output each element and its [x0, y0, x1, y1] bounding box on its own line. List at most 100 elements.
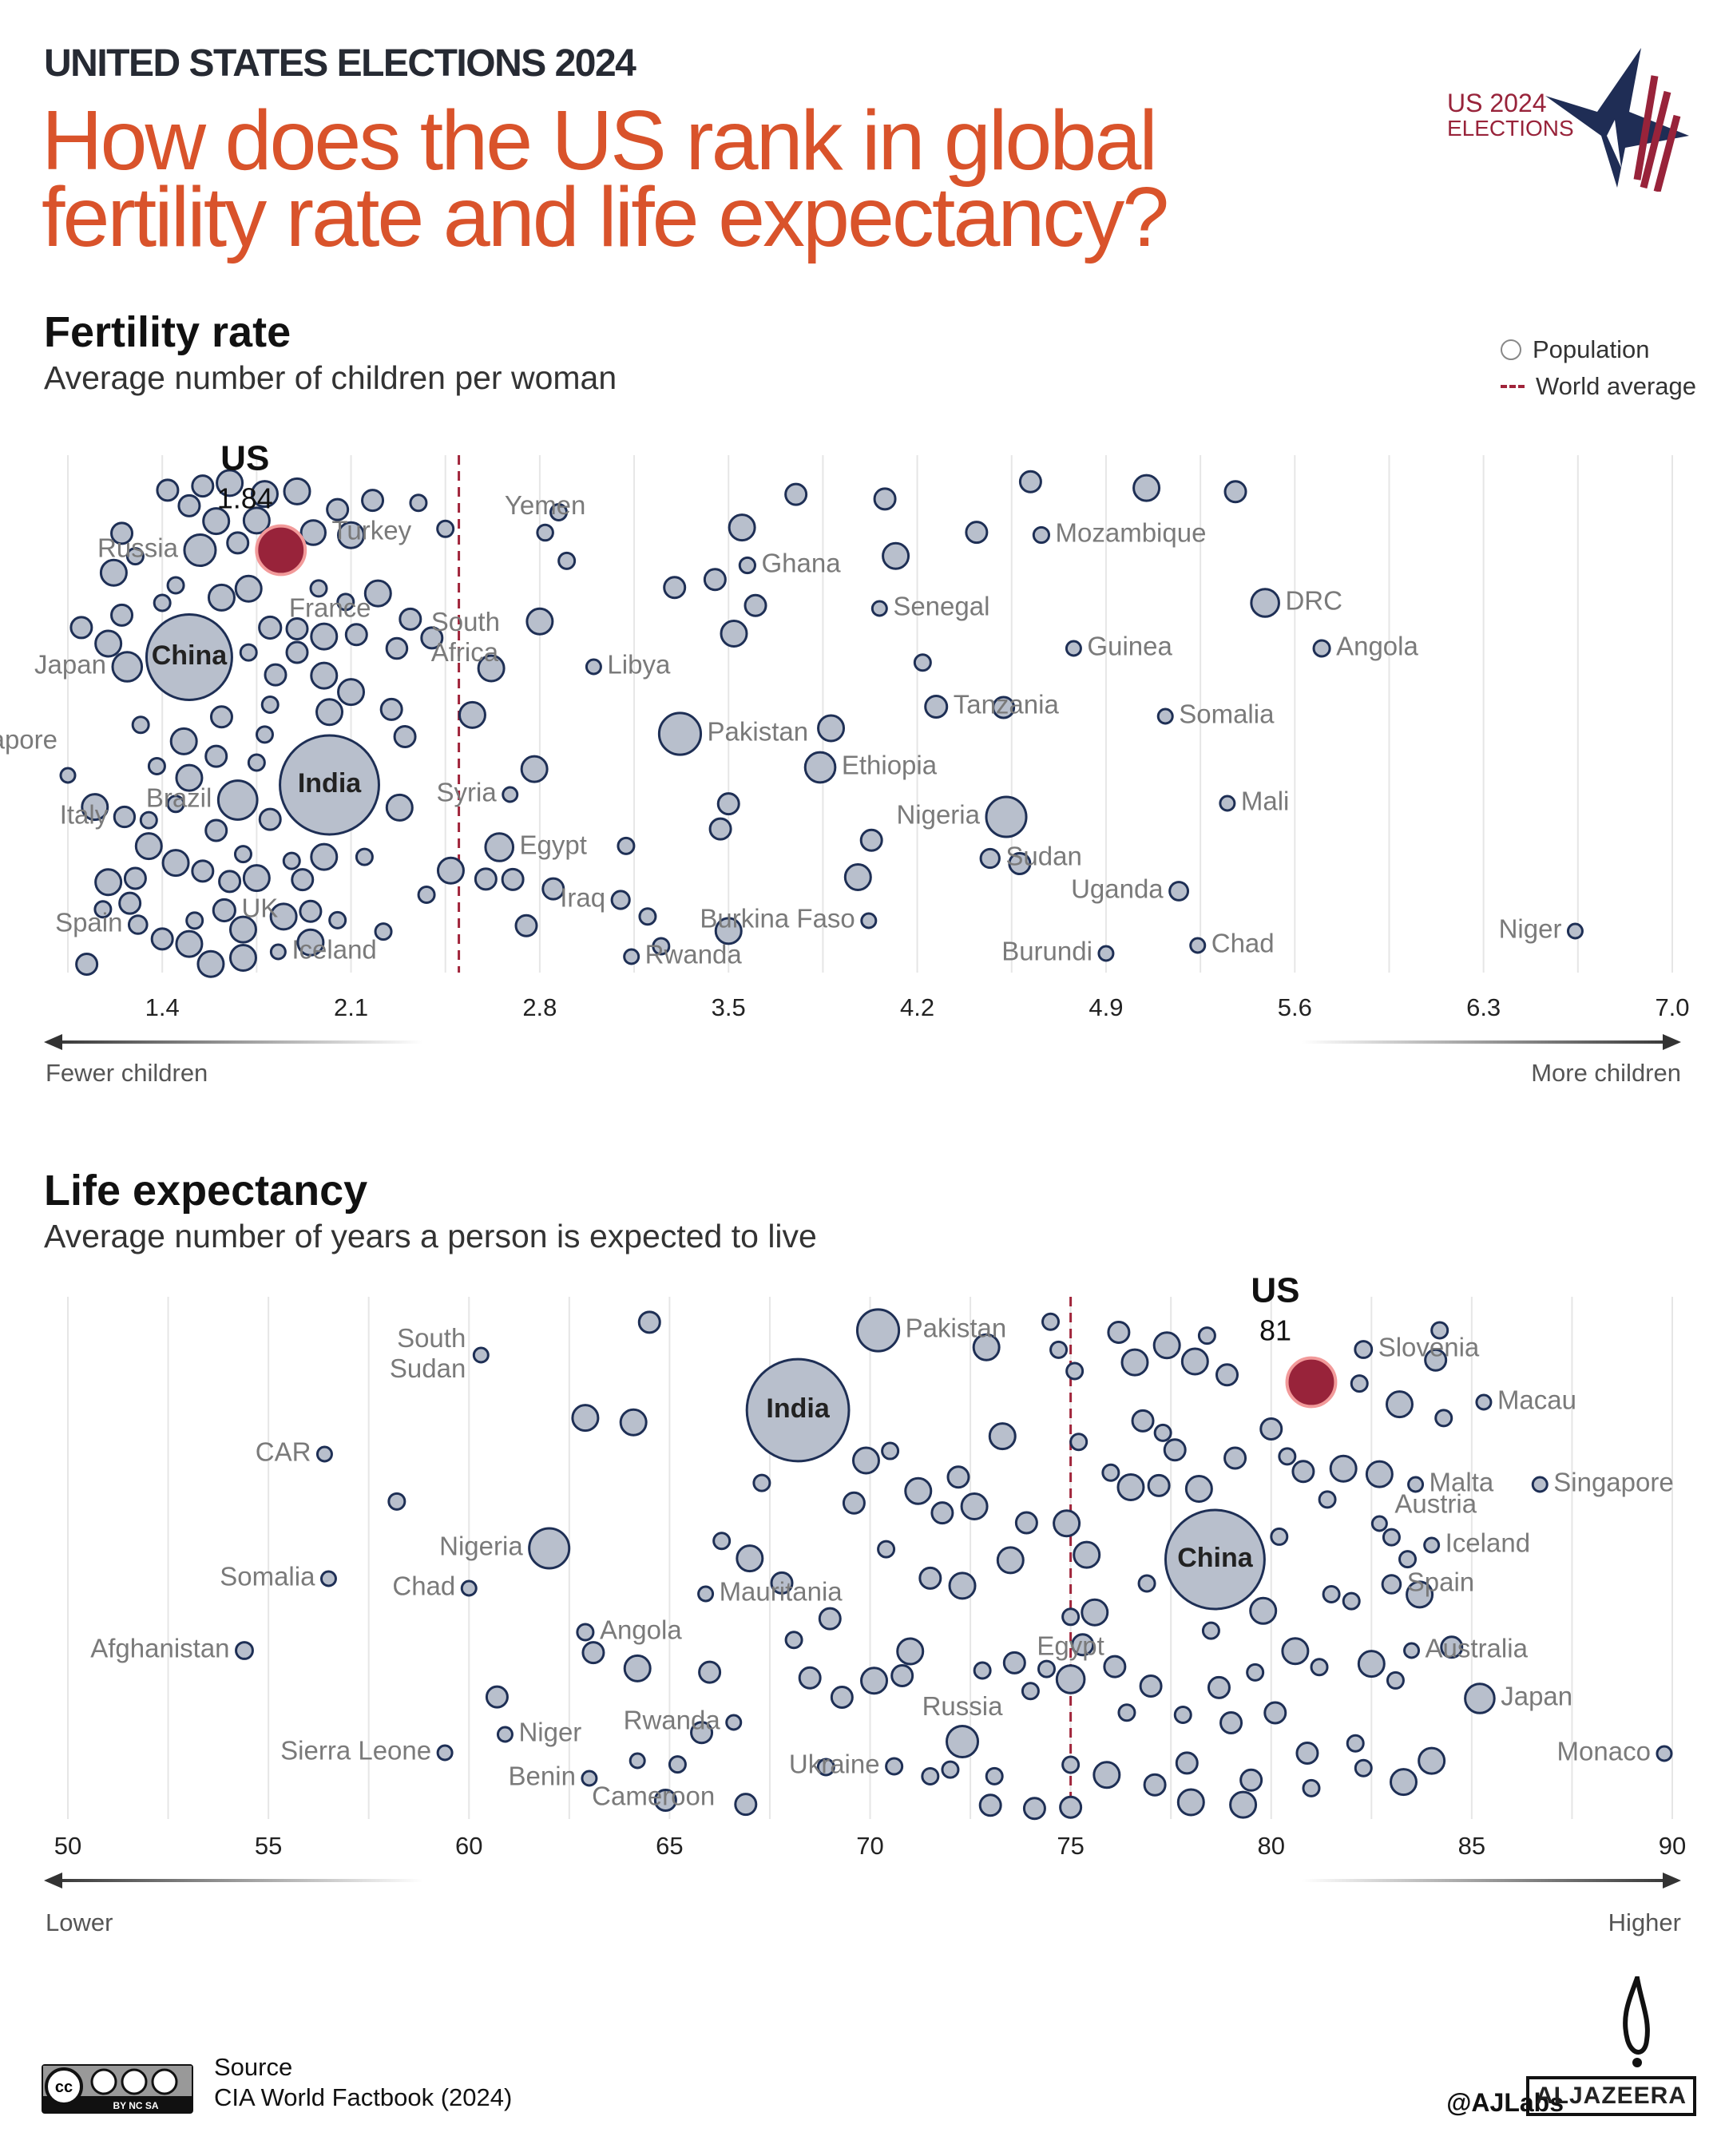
dot-country — [1389, 1768, 1418, 1797]
fewer-children-label: Fewer children — [46, 1059, 208, 1087]
dot-country — [881, 1441, 900, 1460]
dot-country — [817, 714, 846, 743]
dot-us — [255, 524, 307, 577]
label-burundi: Burundi — [1001, 937, 1092, 966]
dot-country — [255, 725, 274, 744]
dot-country — [202, 507, 231, 536]
dot-country — [1223, 480, 1247, 504]
dot-country — [1180, 1347, 1209, 1376]
dot-country — [93, 900, 113, 919]
dot-country — [242, 506, 271, 535]
dot-country — [1175, 1751, 1199, 1775]
dot-country — [652, 937, 671, 956]
logo-text-1: US 2024 — [1447, 89, 1547, 117]
dot-country — [1103, 1655, 1127, 1678]
label-drc: DRC — [1285, 586, 1342, 616]
dot-country — [69, 616, 93, 640]
label-somalia: Somalia — [1179, 700, 1275, 729]
label-france: France — [289, 593, 371, 623]
dot-country — [1018, 470, 1042, 493]
dot-country — [557, 551, 577, 570]
dot-iceland — [1423, 1536, 1441, 1554]
dot-country — [299, 899, 323, 923]
fertility-subtitle: Average number of children per woman — [44, 359, 617, 396]
dot-country — [501, 867, 525, 891]
us-label: US — [220, 439, 269, 478]
label-senegal: Senegal — [893, 592, 989, 621]
dot-country — [209, 705, 233, 729]
x-tick-label: 2.1 — [334, 993, 368, 1021]
dot-country — [153, 593, 172, 612]
dot-brazil — [216, 779, 259, 821]
dot-tanzania — [924, 694, 949, 719]
dot-country — [1117, 1703, 1136, 1722]
axis-arrow-right — [1302, 1879, 1677, 1882]
dot-country — [571, 1404, 600, 1433]
dot-niger — [496, 1726, 514, 1743]
dot-country — [207, 583, 236, 612]
dot-country — [972, 1333, 1001, 1361]
dot-chad — [460, 1579, 478, 1597]
dot-country — [1434, 1409, 1453, 1428]
x-tick-label: 75 — [1057, 1832, 1084, 1860]
ajlabs-handle: @AJLabs — [1446, 2088, 1564, 2117]
label-singapore: Singapore — [0, 725, 58, 755]
dot-country — [387, 1492, 406, 1511]
dot-italy — [113, 805, 137, 829]
dot-country — [191, 474, 215, 498]
label-line: Africa — [431, 637, 499, 667]
dot-country — [860, 1667, 889, 1695]
dot-country — [310, 661, 339, 690]
more-children-label: More children — [1531, 1059, 1681, 1087]
dot-sierra-leone — [436, 1744, 454, 1762]
dot-country — [474, 867, 498, 891]
dot-country — [1120, 1348, 1149, 1377]
x-tick-label: 90 — [1659, 1832, 1686, 1860]
dot-country — [177, 493, 201, 517]
dot-country — [816, 1758, 835, 1777]
dot-country — [921, 1766, 940, 1785]
dot-country — [355, 847, 374, 866]
dot-country — [310, 842, 339, 871]
life-expectancy-subtitle: Average number of years a person is expe… — [44, 1218, 817, 1254]
dot-singapore — [1531, 1476, 1549, 1493]
dot-country — [1071, 1633, 1095, 1657]
dot-country — [239, 643, 258, 662]
x-tick-label: 4.9 — [1089, 993, 1123, 1021]
us-value-label: 1.84 — [217, 482, 273, 515]
dot-country — [637, 1310, 661, 1334]
dot-country — [798, 1666, 822, 1690]
dot-country — [363, 579, 392, 608]
dot-burundi — [1097, 945, 1115, 962]
dot-senegal — [870, 600, 888, 617]
dot-country — [1022, 1797, 1046, 1821]
dot-country — [1322, 1585, 1341, 1604]
dashed-line-icon — [1500, 385, 1525, 388]
dot-country — [619, 1408, 648, 1437]
svg-text:cc: cc — [55, 2079, 73, 2096]
dot-country — [690, 1721, 714, 1745]
dot-malta — [1407, 1476, 1425, 1493]
label-line: Sudan — [390, 1353, 466, 1383]
dot-country — [1229, 1790, 1258, 1819]
dot-country — [859, 828, 883, 852]
label-monaco: Monaco — [1557, 1737, 1651, 1766]
dot-country — [161, 849, 190, 878]
dot-country — [147, 756, 166, 775]
dot-country — [204, 744, 228, 768]
dot-country — [842, 1491, 866, 1515]
dot-mozambique — [1032, 525, 1051, 545]
dot-country — [1092, 1761, 1121, 1789]
license-text: BY NC SA — [113, 2100, 158, 2111]
dot-iraq — [610, 890, 631, 910]
dot-country — [269, 902, 298, 931]
label-rwanda: Rwanda — [624, 1706, 721, 1735]
label-chad: Chad — [1211, 929, 1275, 958]
dot-country — [1207, 1675, 1231, 1699]
dot-country — [1139, 1674, 1163, 1698]
label-malta: Malta — [1430, 1468, 1494, 1497]
dot-country — [399, 607, 422, 631]
dot-country — [728, 513, 756, 542]
label-uganda: Uganda — [1071, 874, 1164, 904]
arrow-right-icon — [1663, 1034, 1681, 1050]
